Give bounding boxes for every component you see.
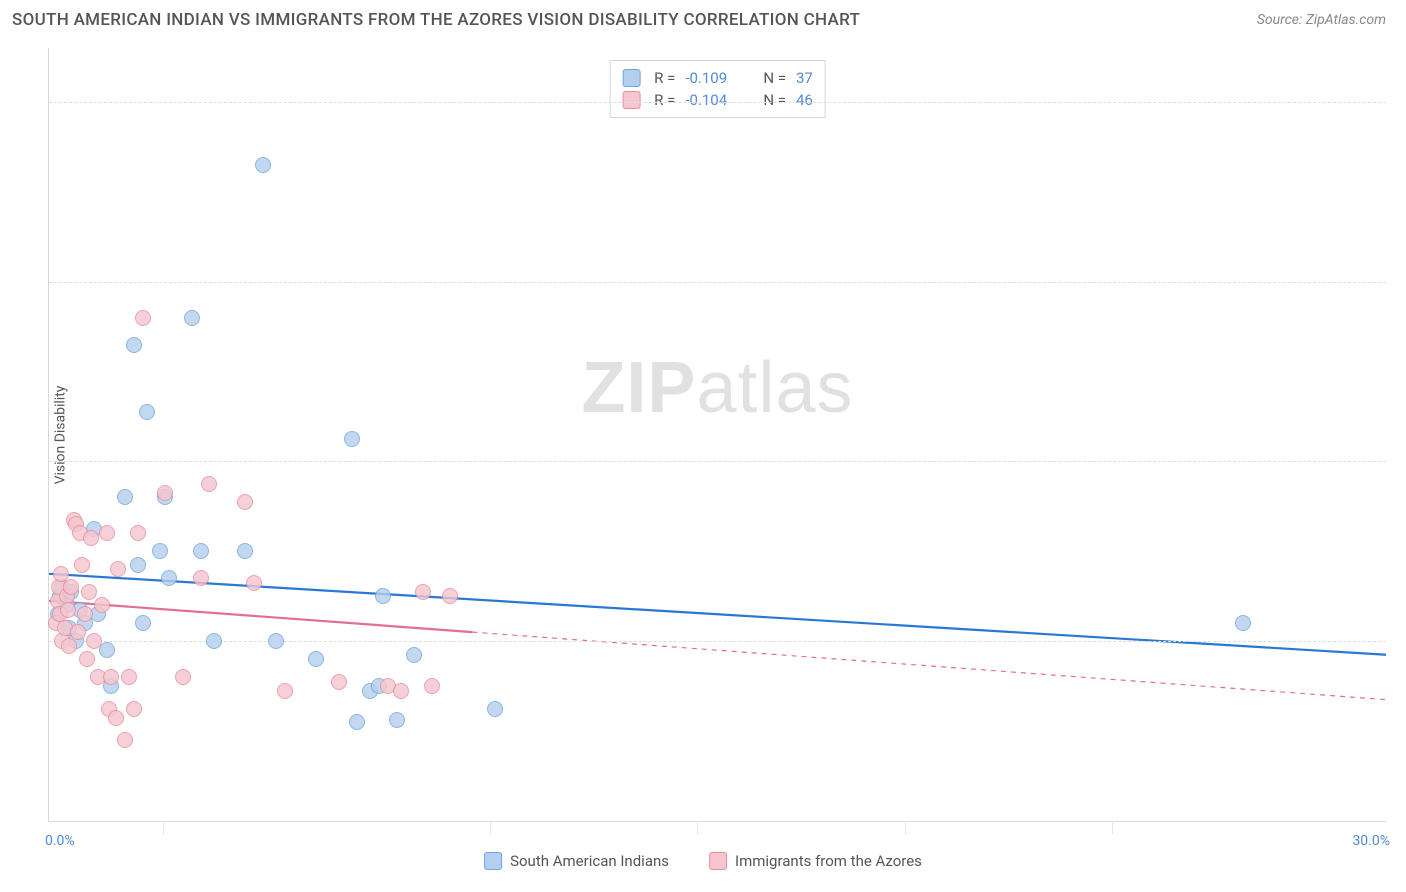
scatter-point — [63, 579, 79, 595]
x-tick — [1112, 821, 1113, 835]
legend-n-label: N = — [763, 91, 786, 109]
scatter-point — [126, 337, 142, 353]
scatter-point — [406, 647, 422, 663]
scatter-point — [389, 712, 405, 728]
scatter-point — [74, 557, 90, 573]
scatter-point — [117, 489, 133, 505]
legend-r-value: -0.104 — [685, 91, 743, 109]
scatter-point — [61, 638, 77, 654]
scatter-point — [86, 633, 102, 649]
scatter-point — [277, 683, 293, 699]
scatter-point — [193, 543, 209, 559]
legend-correlation-row: R = -0.109 N = 37 — [622, 67, 813, 89]
scatter-point — [103, 669, 119, 685]
trend-lines — [49, 48, 1386, 821]
x-tick — [905, 821, 906, 835]
scatter-point — [110, 561, 126, 577]
scatter-point — [268, 633, 284, 649]
scatter-point — [70, 624, 86, 640]
gridline-h — [49, 282, 1386, 283]
scatter-point — [331, 674, 347, 690]
scatter-point — [157, 485, 173, 501]
trend-line-dashed — [472, 632, 1386, 700]
scatter-point — [344, 431, 360, 447]
scatter-point — [349, 714, 365, 730]
legend-correlation: R = -0.109 N = 37 R = -0.104 N = 46 — [609, 60, 826, 118]
scatter-point — [152, 543, 168, 559]
legend-correlation-row: R = -0.104 N = 46 — [622, 89, 813, 111]
legend-swatch — [622, 69, 640, 87]
scatter-point — [175, 669, 191, 685]
scatter-point — [255, 157, 271, 173]
scatter-point — [60, 602, 76, 618]
watermark: ZIPatlas — [581, 347, 853, 429]
y-tick-label: 2.0% — [1392, 633, 1406, 649]
scatter-point — [415, 584, 431, 600]
scatter-point — [94, 597, 110, 613]
scatter-point — [130, 557, 146, 573]
x-tick — [697, 821, 698, 835]
gridline-h — [49, 641, 1386, 642]
scatter-point — [126, 701, 142, 717]
gridline-h — [49, 102, 1386, 103]
legend-series: South American Indians Immigrants from th… — [484, 852, 922, 870]
scatter-point — [135, 310, 151, 326]
scatter-point — [77, 606, 93, 622]
scatter-point — [487, 701, 503, 717]
scatter-point — [99, 525, 115, 541]
trend-line-solid — [49, 601, 472, 632]
legend-r-label: R = — [654, 69, 675, 87]
legend-n-value: 37 — [796, 69, 813, 87]
scatter-point — [108, 710, 124, 726]
scatter-point — [308, 651, 324, 667]
scatter-point — [117, 732, 133, 748]
scatter-point — [424, 678, 440, 694]
scatter-point — [246, 575, 262, 591]
scatter-point — [121, 669, 137, 685]
y-tick-label: 8.0% — [1392, 94, 1406, 110]
legend-swatch — [709, 852, 727, 870]
x-max-label: 30.0% — [1352, 833, 1390, 849]
legend-series-item: South American Indians — [484, 852, 669, 870]
y-axis-title: Vision Disability — [52, 385, 68, 484]
scatter-point — [81, 584, 97, 600]
scatter-point — [161, 570, 177, 586]
scatter-point — [193, 570, 209, 586]
scatter-point — [375, 588, 391, 604]
legend-r-value: -0.109 — [685, 69, 743, 87]
legend-swatch — [622, 91, 640, 109]
scatter-point — [139, 404, 155, 420]
legend-n-value: 46 — [796, 91, 813, 109]
legend-series-label: Immigrants from the Azores — [735, 852, 922, 870]
x-tick — [163, 821, 164, 835]
scatter-point — [79, 651, 95, 667]
legend-swatch — [484, 852, 502, 870]
chart-title: SOUTH AMERICAN INDIAN VS IMMIGRANTS FROM… — [12, 10, 860, 30]
x-min-label: 0.0% — [45, 833, 75, 849]
source-attribution: Source: ZipAtlas.com — [1257, 12, 1386, 28]
plot-area: ZIPatlas Vision Disability R = -0.109 N = 3… — [48, 48, 1386, 822]
scatter-point — [135, 615, 151, 631]
legend-series-item: Immigrants from the Azores — [709, 852, 922, 870]
scatter-point — [130, 525, 146, 541]
x-tick — [490, 821, 491, 835]
legend-n-label: N = — [763, 69, 786, 87]
scatter-point — [83, 530, 99, 546]
scatter-point — [206, 633, 222, 649]
y-tick-label: 6.0% — [1392, 274, 1406, 290]
scatter-point — [442, 588, 458, 604]
y-tick-label: 4.0% — [1392, 453, 1406, 469]
scatter-point — [99, 642, 115, 658]
legend-series-label: South American Indians — [510, 852, 669, 870]
chart-container: ZIPatlas Vision Disability R = -0.109 N = 3… — [48, 48, 1386, 822]
scatter-point — [237, 543, 253, 559]
scatter-point — [237, 494, 253, 510]
scatter-point — [393, 683, 409, 699]
legend-r-label: R = — [654, 91, 675, 109]
scatter-point — [184, 310, 200, 326]
gridline-h — [49, 461, 1386, 462]
scatter-point — [201, 476, 217, 492]
scatter-point — [1235, 615, 1251, 631]
